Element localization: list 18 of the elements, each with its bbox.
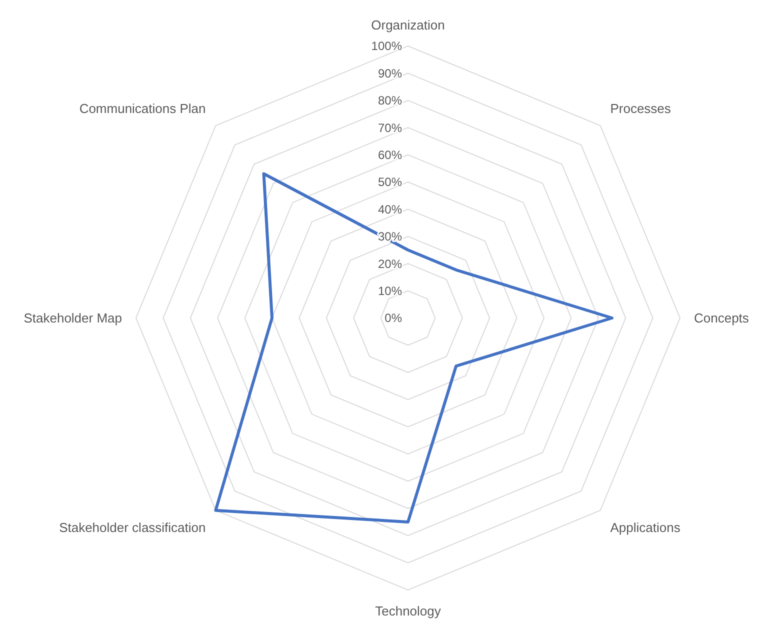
spoke-label: Stakeholder Map bbox=[24, 310, 122, 326]
spoke-label: Applications bbox=[610, 520, 681, 535]
y-tick-label: 80% bbox=[378, 94, 402, 108]
y-tick-label: 100% bbox=[371, 39, 402, 54]
spoke-label: Concepts bbox=[694, 310, 750, 326]
spoke-label: Stakeholder classification bbox=[59, 520, 206, 535]
y-tick-label: 90% bbox=[378, 66, 402, 80]
y-tick-label: 40% bbox=[378, 202, 402, 216]
spoke-label: Communications Plan bbox=[79, 101, 206, 116]
y-tick-label: 50% bbox=[378, 175, 402, 190]
spoke-label: Organization bbox=[371, 17, 445, 32]
y-tick-label: 0% bbox=[384, 311, 402, 326]
y-tick-label: 10% bbox=[378, 284, 402, 298]
y-tick-label: 60% bbox=[378, 148, 402, 162]
spoke-label: Technology bbox=[375, 604, 442, 619]
y-tick-label: 20% bbox=[378, 256, 402, 271]
y-tick-label: 70% bbox=[378, 120, 402, 135]
spoke-label: Processes bbox=[610, 101, 672, 116]
